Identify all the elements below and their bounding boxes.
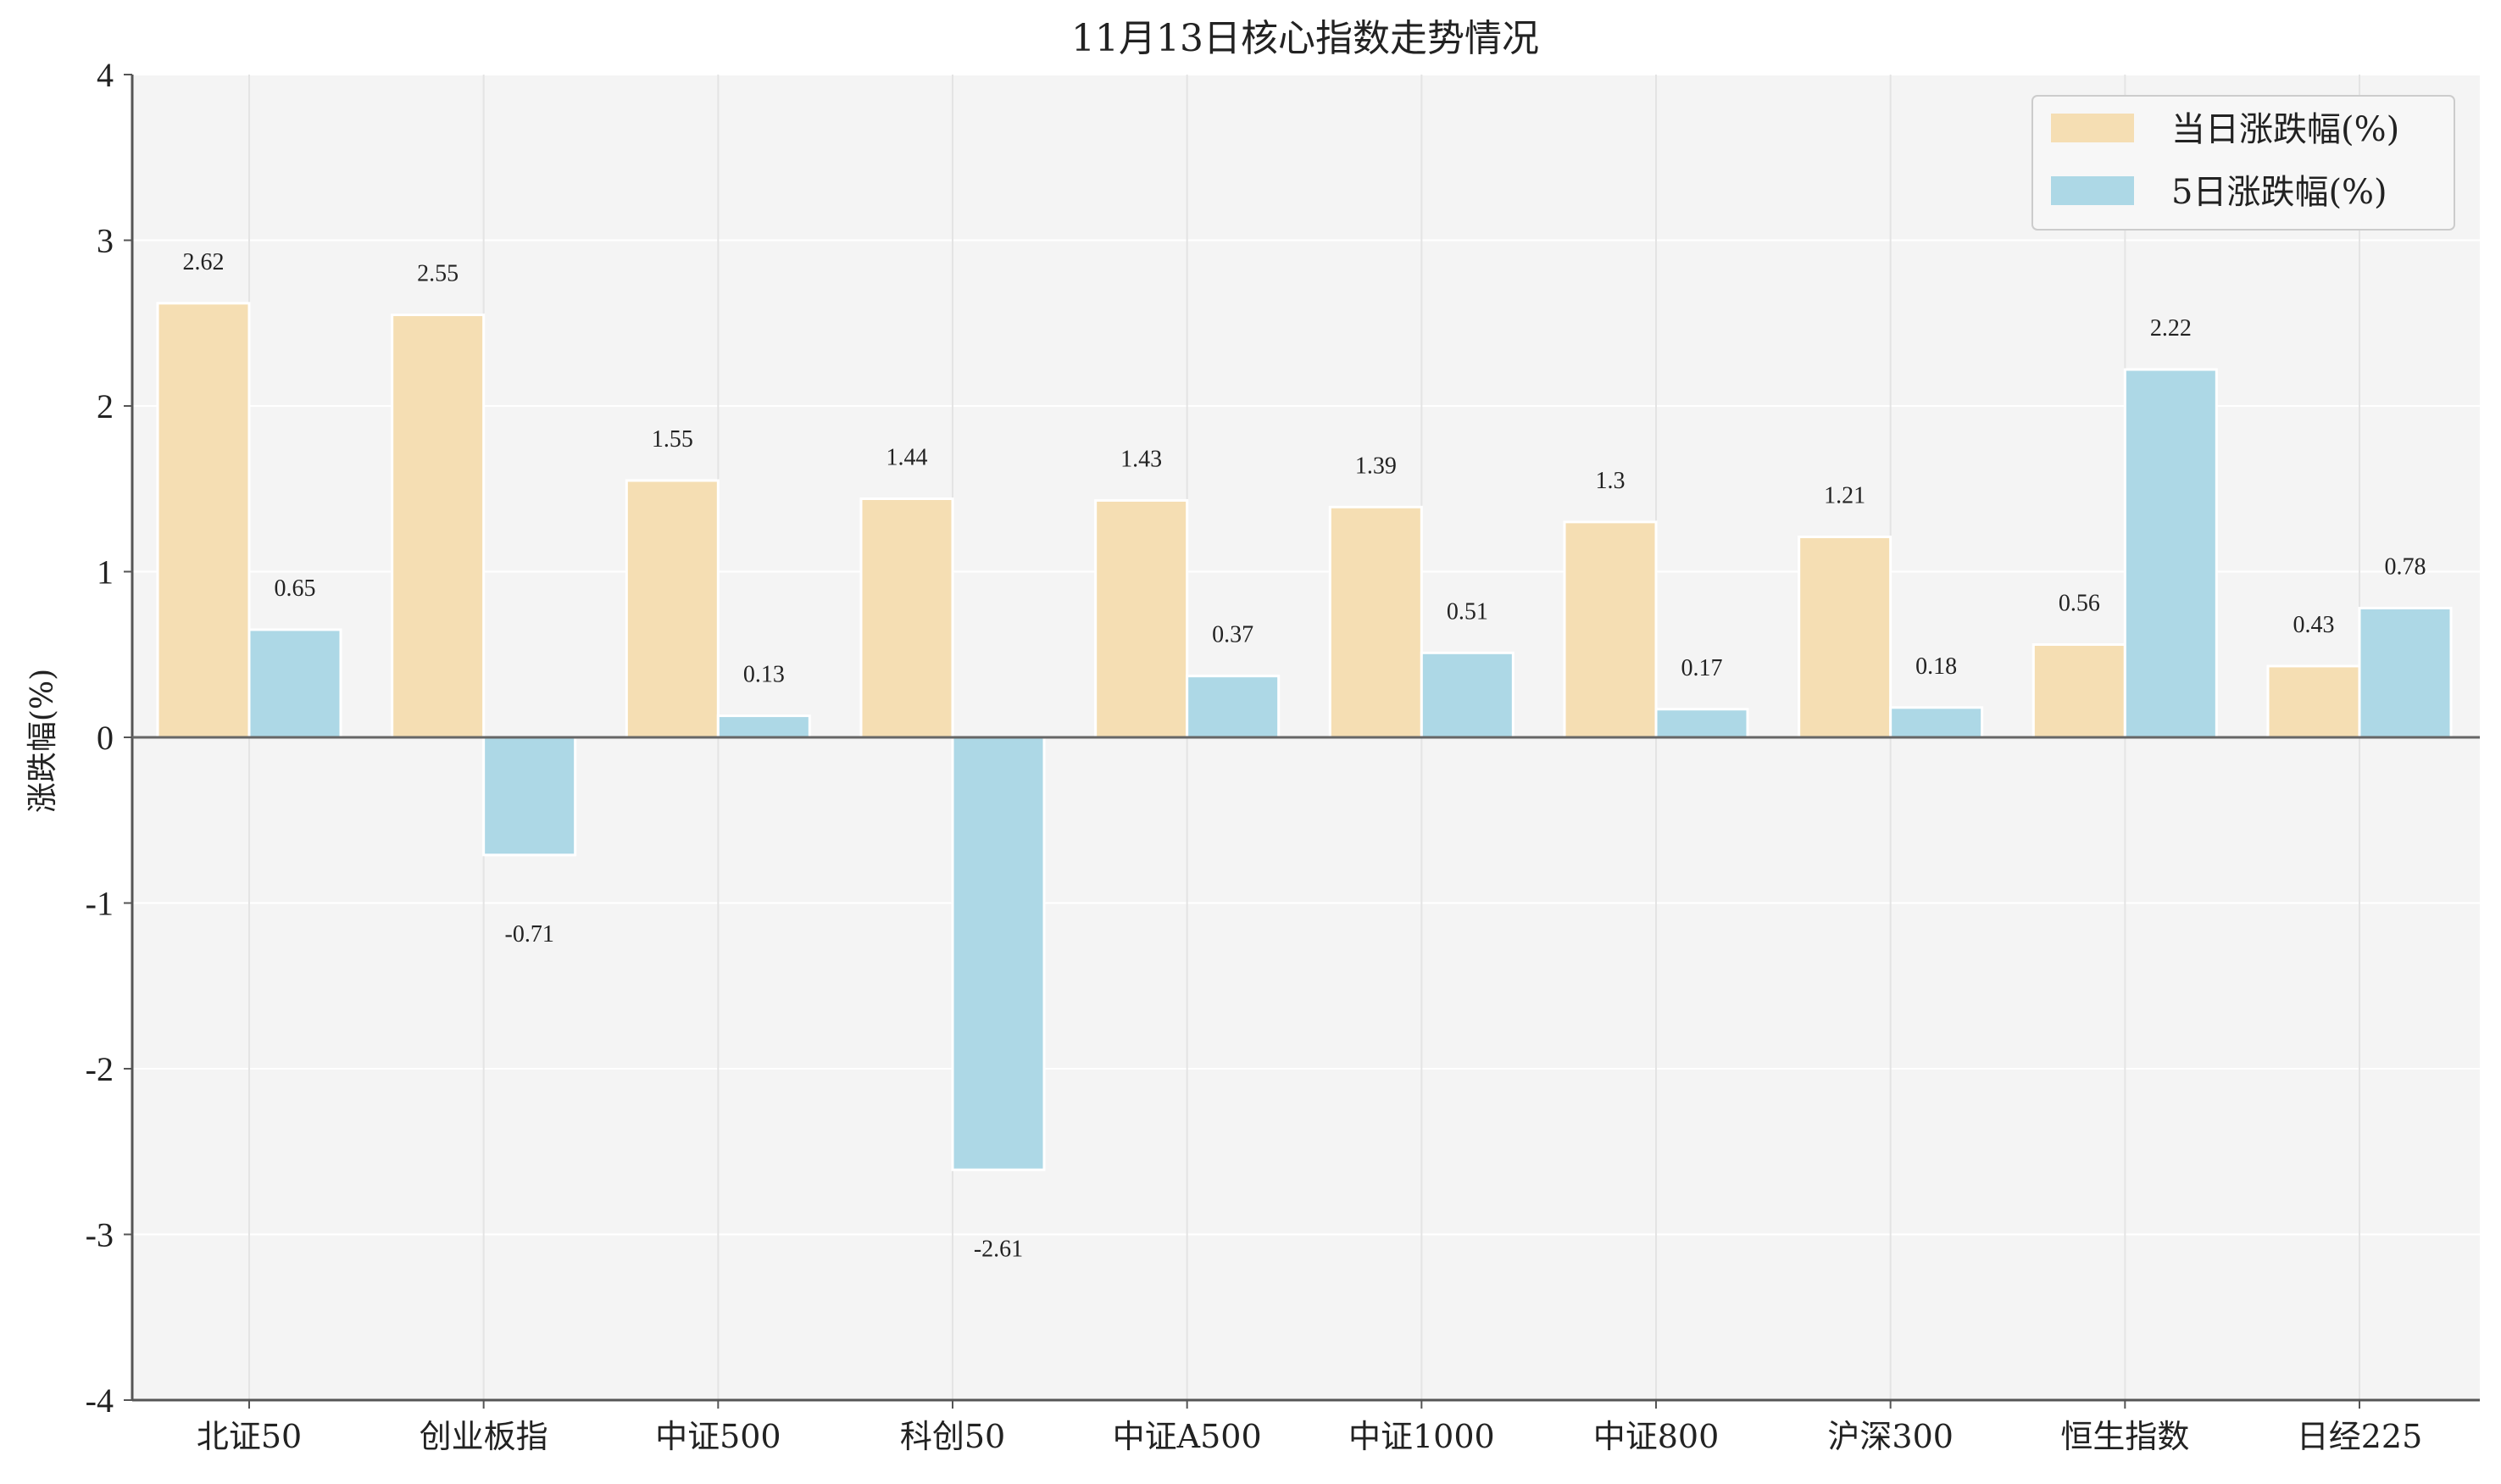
data-label-s0-9: 0.43 [2293, 612, 2335, 638]
bar-s1-8 [2123, 368, 2218, 739]
bar-s0-1 [391, 313, 486, 739]
legend-label-5day: 5日涨跌幅(%) [2171, 173, 2387, 212]
data-label-s1-0: 0.65 [275, 575, 316, 602]
y-tick-label-0: 4 [97, 56, 114, 94]
legend-label-daily: 当日涨跌幅(%) [2171, 110, 2399, 149]
legend-swatch-daily [2051, 114, 2134, 142]
legend-swatch-5day [2051, 176, 2134, 205]
data-label-s0-3: 1.44 [886, 444, 928, 470]
bar-s1-6 [1654, 708, 1749, 739]
bar-s1-2 [716, 714, 811, 739]
bar-s1-4 [1186, 675, 1281, 739]
y-tick-label-2: 2 [97, 387, 114, 425]
x-tick-label-3: 科创50 [900, 1418, 1005, 1455]
bar-s0-4 [1094, 498, 1189, 739]
data-labels: 2.62 2.55 1.55 1.44 1.43 1.39 1.3 1.21 0.56 0.43 0… [183, 249, 2426, 1262]
y-tick-label-4: 0 [97, 719, 114, 757]
data-label-s0-1: 2.55 [417, 260, 459, 286]
y-tick-label-1: 3 [97, 222, 114, 260]
x-tick-label-6: 中证800 [1593, 1418, 1720, 1455]
bar-s0-0 [156, 302, 251, 739]
bar-s1-7 [1889, 706, 1984, 739]
y-axis-label: 涨跌幅(%) [25, 669, 60, 813]
data-label-s0-4: 1.43 [1120, 446, 1162, 472]
bar-s0-2 [625, 479, 720, 739]
bar-s0-9 [2266, 664, 2361, 739]
bar-s0-3 [859, 497, 954, 739]
data-label-s0-5: 1.39 [1355, 453, 1397, 479]
x-tick-label-8: 恒生指数 [2060, 1418, 2189, 1455]
x-tick-label-2: 中证500 [655, 1418, 781, 1455]
bar-s1-3 [951, 736, 1046, 1171]
y-tick-label-5: -1 [86, 885, 114, 923]
y-axis-ticks: 4 3 2 1 0 -1 -2 -3 -4 [86, 56, 132, 1420]
x-axis-ticks: 北证50 创业板指 中证500 科创50 中证A500 中证1000 中证800 沪深300 恒… [197, 1400, 2422, 1455]
data-label-s1-5: 0.51 [1447, 598, 1488, 625]
y-tick-label-8: -4 [86, 1381, 114, 1420]
legend: 当日涨跌幅(%) 5日涨跌幅(%) [2031, 95, 2455, 231]
x-tick-label-5: 中证1000 [1348, 1418, 1495, 1455]
x-tick-label-1: 创业板指 [420, 1418, 548, 1455]
x-tick-label-4: 中证A500 [1113, 1418, 1262, 1455]
data-label-s0-6: 1.3 [1596, 468, 1626, 494]
data-label-s0-7: 1.21 [1824, 482, 1865, 509]
data-label-s1-1: -0.71 [505, 921, 554, 948]
data-label-s1-3: -2.61 [974, 1236, 1023, 1262]
data-label-s0-0: 2.62 [183, 249, 225, 275]
data-label-s1-8: 2.22 [2150, 315, 2192, 342]
bar-s1-9 [2358, 607, 2453, 739]
bar-s0-7 [1798, 535, 1892, 739]
bar-s1-0 [247, 628, 342, 739]
bar-s1-1 [482, 736, 577, 857]
y-tick-label-6: -2 [86, 1050, 114, 1088]
bar-s1-5 [1420, 651, 1514, 739]
x-tick-label-0: 北证50 [197, 1418, 302, 1455]
bars [156, 302, 2453, 1171]
data-label-s1-4: 0.37 [1212, 622, 1253, 648]
x-tick-label-7: 沪深300 [1827, 1418, 1954, 1455]
data-label-s0-8: 0.56 [2059, 591, 2100, 617]
data-label-s1-6: 0.17 [1681, 655, 1723, 681]
bar-s0-6 [1563, 520, 1658, 739]
x-tick-label-9: 日经225 [2297, 1418, 2423, 1455]
bar-s0-5 [1328, 505, 1423, 739]
legend-box [2031, 95, 2455, 231]
data-label-s1-7: 0.18 [1915, 653, 1957, 680]
y-tick-label-7: -3 [86, 1216, 114, 1254]
bar-s0-8 [2031, 643, 2126, 739]
data-label-s1-2: 0.13 [743, 662, 785, 688]
data-label-s0-2: 1.55 [652, 426, 693, 453]
chart-title: 11月13日核心指数走势情况 [1071, 17, 1539, 60]
y-tick-label-3: 1 [97, 553, 114, 592]
data-label-s1-9: 0.78 [2385, 554, 2426, 581]
